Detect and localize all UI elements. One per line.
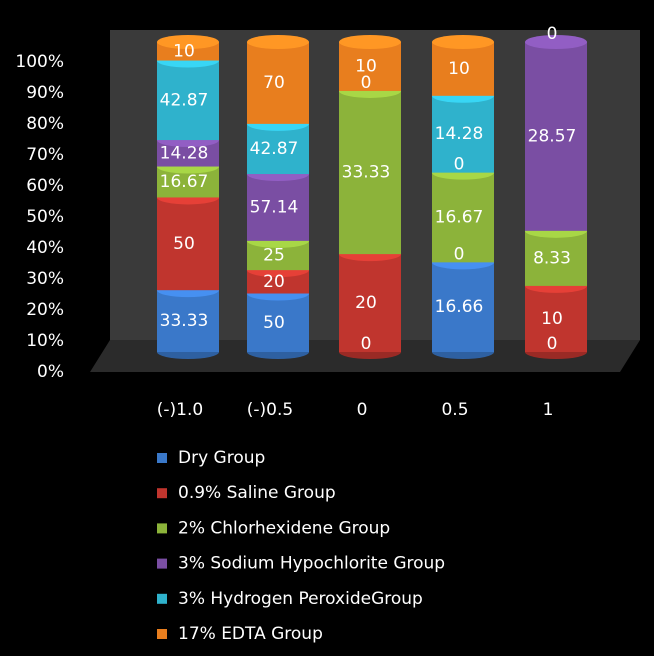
data-label: 42.87 [250,139,299,159]
x-tick-label: 0 [357,400,368,420]
x-tick-label: (-)0.5 [247,400,293,420]
data-label: 0 [547,334,558,354]
data-label: 33.33 [342,163,391,183]
y-tick-label: 40% [26,238,64,258]
legend-swatch [157,593,167,604]
segment [247,123,309,175]
segment [247,174,309,241]
legend-swatch [157,558,167,569]
segment-cap [339,35,401,49]
data-label: 14.28 [435,124,484,144]
data-label: 50 [173,234,195,254]
legend-label: 0.9% Saline Group [178,483,336,503]
segment [247,42,309,124]
data-label: 25 [263,245,285,265]
data-label: 20 [355,293,377,313]
segment [247,293,309,352]
data-label: 0 [454,244,465,264]
segment [339,254,401,352]
segment [432,95,494,173]
segment [157,60,219,141]
segment [432,262,494,352]
segment [525,285,587,352]
segment [432,42,494,96]
segment [157,290,219,352]
legend-swatch [157,523,167,534]
segment-cap [525,35,587,49]
legend-label: 3% Hydrogen PeroxideGroup [178,589,423,609]
data-label: 0 [547,24,558,44]
segment [432,172,494,263]
data-label: 16.67 [435,208,484,228]
y-tick-label: 70% [26,145,64,165]
legend-label: 3% Sodium Hypochlorite Group [178,554,445,574]
data-label: 0 [361,73,372,93]
y-tick-label: 60% [26,176,64,196]
segment [525,42,587,231]
x-tick-label: 1 [543,400,554,420]
y-tick-label: 30% [26,269,64,289]
legend-swatch [157,488,167,499]
data-label: 33.33 [160,311,209,331]
legend-label: 2% Chlorhexidene Group [178,518,390,538]
x-tick-label: (-)1.0 [157,400,203,420]
y-tick-label: 20% [26,300,64,320]
segment [339,42,401,91]
x-tick-label: 0.5 [441,400,468,420]
data-label: 10 [173,41,195,61]
segment [525,230,587,286]
data-label: 10 [448,59,470,79]
data-label: 20 [263,272,285,292]
y-tick-label: 0% [37,362,64,382]
data-label: 28.57 [528,126,577,146]
legend-swatch [157,629,167,639]
segment [339,90,401,255]
legend-label: Dry Group [178,448,265,468]
data-label: 70 [263,73,285,93]
y-tick-label: 10% [26,331,64,351]
data-label: 16.67 [160,172,209,192]
legend-swatch [157,453,167,463]
segment-cap [157,35,219,49]
data-label: 0 [454,155,465,175]
data-label: 57.14 [250,197,299,217]
segment-cap [432,35,494,49]
y-tick-label: 80% [26,114,64,134]
y-tick-label: 90% [26,83,64,103]
y-tick-label: 100% [15,52,64,72]
segment [157,197,219,291]
segment-cap [247,35,309,49]
data-label: 14.28 [160,143,209,163]
data-label: 16.66 [435,297,484,317]
y-tick-label: 50% [26,207,64,227]
data-label: 10 [541,309,563,329]
data-label: 50 [263,313,285,333]
data-label: 42.87 [160,90,209,110]
data-label: 0 [361,334,372,354]
data-label: 10 [355,56,377,76]
legend-label: 17% EDTA Group [178,624,323,644]
data-label: 8.33 [533,248,571,268]
